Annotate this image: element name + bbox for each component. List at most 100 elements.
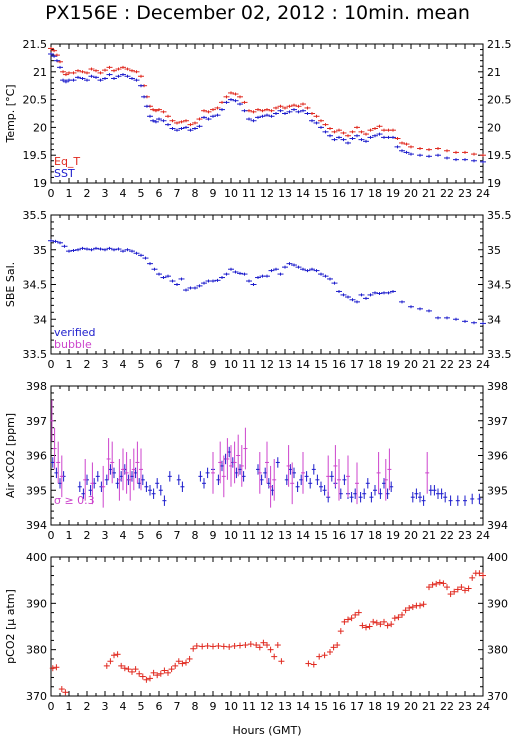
- x-tick-label: 24: [476, 187, 490, 200]
- y-tick-label-left: 35.5: [23, 209, 48, 222]
- y-tick-label-right: 35: [487, 244, 501, 257]
- y-tick-label-right: 19: [487, 177, 501, 190]
- x-tick-label: 17: [350, 700, 364, 713]
- x-tick-label: 17: [350, 187, 364, 200]
- x-tick-label: 18: [368, 529, 382, 542]
- x-tick-label: 13: [278, 529, 292, 542]
- x-tick-label: 3: [102, 700, 109, 713]
- x-tick-label: 10: [224, 187, 238, 200]
- x-tick-label: 15: [314, 358, 328, 371]
- x-tick-label: 11: [242, 529, 256, 542]
- y-tick-label-right: 396: [487, 450, 508, 463]
- y-tick-label-right: 390: [487, 597, 508, 610]
- x-tick-label: 20: [404, 700, 418, 713]
- x-tick-label: 18: [368, 358, 382, 371]
- series-verified: [48, 239, 486, 325]
- x-tick-label: 16: [332, 700, 346, 713]
- panel-3: 0 1 2 3 4 5 6 7 8 9 10 11 12 13 14 15 16 17 18 19 20 21 22 23 24…: [4, 380, 508, 542]
- x-tick-label: 5: [138, 700, 145, 713]
- x-tick-label: 17: [350, 529, 364, 542]
- x-tick-label: 21: [422, 187, 436, 200]
- x-tick-label: 23: [458, 358, 472, 371]
- x-tick-label: 22: [440, 358, 454, 371]
- x-tick-label: 7: [174, 700, 181, 713]
- x-tick-label: 19: [386, 700, 400, 713]
- x-tick-label: 9: [210, 358, 217, 371]
- x-tick-label: 18: [368, 700, 382, 713]
- x-tick-label: 3: [102, 529, 109, 542]
- y-axis-label: pCO2 [µ atm]: [4, 589, 17, 664]
- y-tick-label-right: 370: [487, 690, 508, 703]
- x-tick-label: 20: [404, 358, 418, 371]
- x-tick-label: 9: [210, 700, 217, 713]
- x-tick-label: 19: [386, 187, 400, 200]
- x-tick-label: 19: [386, 358, 400, 371]
- x-tick-label: 15: [314, 529, 328, 542]
- x-tick-label: 24: [476, 700, 490, 713]
- y-tick-label-right: 380: [487, 644, 508, 657]
- plot-frame: [50, 214, 484, 355]
- x-tick-label: 24: [476, 358, 490, 371]
- y-axis-label: Temp. [°C]: [4, 84, 17, 143]
- x-tick-label: 14: [296, 358, 310, 371]
- legend-entry: Eq_T: [54, 155, 80, 168]
- y-tick-label-right: 34.5: [487, 279, 512, 292]
- legend-entry: bubble: [54, 338, 92, 351]
- x-tick-label: 10: [224, 700, 238, 713]
- x-tick-label: 8: [192, 529, 199, 542]
- x-tick-label: 5: [138, 187, 145, 200]
- y-axis-label: SBE Sal.: [4, 262, 17, 307]
- x-tick-label: 24: [476, 529, 490, 542]
- y-tick-label-right: 394: [487, 519, 508, 532]
- y-tick-label-left: 380: [26, 644, 47, 657]
- x-tick-label: 19: [386, 529, 400, 542]
- x-tick-label: 6: [156, 187, 163, 200]
- x-tick-label: 3: [102, 187, 109, 200]
- y-tick-label-left: 19: [33, 177, 47, 190]
- x-tick-label: 7: [174, 358, 181, 371]
- x-tick-label: 6: [156, 358, 163, 371]
- panel-1: 0 1 2 3 4 5 6 7 8 9 10 11 12 13 14 15 16 17 18 19 20 21 22 23 24…: [4, 38, 512, 200]
- x-tick-label: 13: [278, 358, 292, 371]
- y-tick-label-left: 35: [33, 244, 47, 257]
- x-tick-label: 12: [260, 358, 274, 371]
- x-tick-label: 6: [156, 529, 163, 542]
- x-tick-label: 2: [84, 700, 91, 713]
- x-tick-label: 2: [84, 529, 91, 542]
- y-tick-label-right: 397: [487, 415, 508, 428]
- y-tick-label-right: 20.5: [487, 94, 512, 107]
- y-tick-label-right: 20: [487, 121, 501, 134]
- x-tick-label: 13: [278, 187, 292, 200]
- x-tick-label: 16: [332, 529, 346, 542]
- series-eq-t: [48, 46, 486, 157]
- x-tick-label: 1: [66, 187, 73, 200]
- legend-entry: SST: [54, 167, 75, 180]
- series-verified: [50, 446, 482, 506]
- x-tick-label: 5: [138, 529, 145, 542]
- y-tick-label-right: 34: [487, 313, 501, 326]
- x-tick-label: 7: [174, 529, 181, 542]
- y-tick-label-left: 398: [26, 380, 47, 393]
- y-tick-label-right: 21: [487, 66, 501, 79]
- x-tick-label: 8: [192, 358, 199, 371]
- panel-4: 0 1 2 3 4 5 6 7 8 9 10 11 12 13 14 15 16 17 18 19 20 21 22 23 24…: [4, 551, 508, 713]
- y-tick-label-right: 398: [487, 380, 508, 393]
- sigma-annotation: σ ≥ 0.3: [54, 494, 95, 507]
- y-tick-label-left: 390: [26, 597, 47, 610]
- x-tick-label: 21: [422, 358, 436, 371]
- y-tick-label-left: 396: [26, 450, 47, 463]
- x-tick-label: 2: [84, 187, 91, 200]
- x-tick-label: 18: [368, 187, 382, 200]
- y-tick-label-left: 370: [26, 690, 47, 703]
- x-tick-label: 14: [296, 529, 310, 542]
- y-tick-label-right: 33.5: [487, 348, 512, 361]
- y-tick-label-right: 19.5: [487, 149, 512, 162]
- x-tick-label: 4: [120, 187, 127, 200]
- x-tick-label: 0: [48, 187, 55, 200]
- series-sst: [48, 52, 486, 164]
- x-tick-label: 22: [440, 529, 454, 542]
- x-tick-label: 23: [458, 187, 472, 200]
- x-tick-label: 5: [138, 358, 145, 371]
- y-tick-label-right: 395: [487, 484, 508, 497]
